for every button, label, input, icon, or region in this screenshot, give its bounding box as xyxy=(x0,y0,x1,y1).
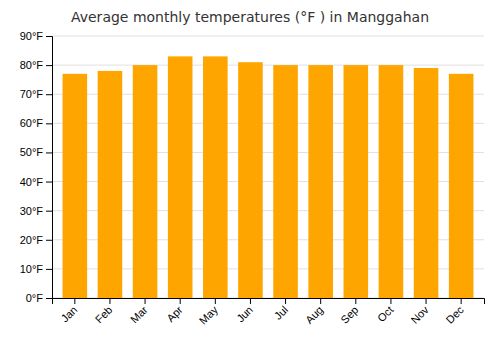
x-tick-mark xyxy=(461,298,462,304)
y-tick-mark xyxy=(46,123,52,124)
x-tick-label: Jan xyxy=(58,304,79,325)
x-tick: Oct xyxy=(375,298,396,324)
y-tick-label: 10°F xyxy=(20,263,44,275)
y-tick-label: 30°F xyxy=(20,205,44,217)
x-tick: Jul xyxy=(272,298,290,322)
x-tick-label: Dec xyxy=(444,303,467,326)
x-tick-mark xyxy=(285,298,286,304)
x-tick-label: Oct xyxy=(375,304,396,325)
y-tick-label: 70°F xyxy=(20,88,44,100)
bars xyxy=(63,56,474,298)
bar xyxy=(414,68,439,298)
y-tick-mark xyxy=(46,36,52,37)
grid xyxy=(52,36,484,298)
bar xyxy=(203,56,228,298)
x-tick-mark xyxy=(355,298,356,304)
y-tick-label: 90°F xyxy=(20,30,44,42)
x-tick-mark xyxy=(74,298,75,304)
x-tick-label: Jun xyxy=(234,304,255,325)
y-tick-mark xyxy=(46,65,52,66)
y-tick: 20°F xyxy=(20,234,52,246)
y-tick-label: 50°F xyxy=(20,146,44,158)
x-tick-label: Jul xyxy=(272,304,290,322)
bar xyxy=(168,56,193,298)
x-tick-label: Aug xyxy=(303,304,325,326)
y-tick-label: 20°F xyxy=(20,234,44,246)
x-tick: Apr xyxy=(164,298,185,324)
y-tick: 50°F xyxy=(20,146,52,158)
x-tick: Mar xyxy=(128,298,150,325)
bar xyxy=(344,65,369,298)
x-tick: Aug xyxy=(303,298,325,326)
y-axis-line xyxy=(46,37,53,299)
y-tick: 10°F xyxy=(20,263,52,275)
x-tick-mark xyxy=(215,298,216,304)
bar xyxy=(449,74,474,298)
y-tick: 80°F xyxy=(20,59,52,71)
grid-line xyxy=(52,65,484,66)
y-tick-mark xyxy=(46,94,52,95)
x-tick-label: Feb xyxy=(93,304,115,326)
y-tick-mark xyxy=(46,298,52,299)
y-tick: 70°F xyxy=(20,88,52,100)
x-tick-mark xyxy=(180,298,181,304)
title: Average monthly temperatures (°F ) in Ma… xyxy=(71,9,429,25)
y-tick-mark xyxy=(46,211,52,212)
y-tick-label: 60°F xyxy=(20,117,44,129)
x-tick-label: Sep xyxy=(338,304,360,326)
x-tick: Feb xyxy=(93,298,115,325)
bar xyxy=(133,65,158,298)
bar xyxy=(98,71,123,298)
y-tick-mark xyxy=(46,269,52,270)
x-axis-line xyxy=(53,299,485,305)
y-axis: 0°F 10°F 20°F 30°F 40°F 50°F 60°F 70°F 80°F 90°F xyxy=(20,30,53,304)
y-tick: 60°F xyxy=(20,117,52,129)
chart-container: Jan Feb Mar Apr May Jun Jul Aug Sep Oct Nov Dec 0°F 1… xyxy=(0,0,500,350)
x-tick: May xyxy=(197,298,221,327)
x-tick: Dec xyxy=(444,298,467,326)
bar xyxy=(308,65,333,298)
y-tick-label: 40°F xyxy=(20,176,44,188)
x-tick-mark xyxy=(145,298,146,304)
x-tick: Nov xyxy=(408,298,431,326)
x-tick-label: Mar xyxy=(128,303,150,325)
y-tick-mark xyxy=(46,182,52,183)
bar xyxy=(379,65,404,298)
x-tick-mark xyxy=(320,298,321,304)
y-tick-mark xyxy=(46,240,52,241)
chart: Jan Feb Mar Apr May Jun Jul Aug Sep Oct Nov Dec 0°F 1… xyxy=(0,0,500,350)
grid-line xyxy=(52,36,484,37)
x-tick-label: Nov xyxy=(408,303,431,326)
y-tick: 40°F xyxy=(20,176,52,188)
bar xyxy=(63,74,88,298)
y-tick-mark xyxy=(46,152,52,153)
x-tick-label: May xyxy=(197,303,221,327)
x-tick-label: Apr xyxy=(164,303,185,324)
y-tick: 90°F xyxy=(20,30,52,42)
x-tick-mark xyxy=(390,298,391,304)
bar xyxy=(273,65,298,298)
x-axis: Jan Feb Mar Apr May Jun Jul Aug Sep Oct Nov Dec xyxy=(53,298,485,327)
y-tick: 0°F xyxy=(26,292,52,304)
x-tick-mark xyxy=(250,298,251,304)
x-tick: Jun xyxy=(234,298,255,325)
y-tick-label: 80°F xyxy=(20,59,44,71)
x-tick-mark xyxy=(426,298,427,304)
y-tick: 30°F xyxy=(20,205,52,217)
y-tick-label: 0°F xyxy=(26,292,44,304)
x-tick-mark xyxy=(109,298,110,304)
bar xyxy=(238,62,263,298)
x-tick: Jan xyxy=(58,298,79,325)
x-tick: Sep xyxy=(338,298,360,326)
plot: Jan Feb Mar Apr May Jun Jul Aug Sep Oct Nov Dec 0°F 1… xyxy=(20,30,485,327)
